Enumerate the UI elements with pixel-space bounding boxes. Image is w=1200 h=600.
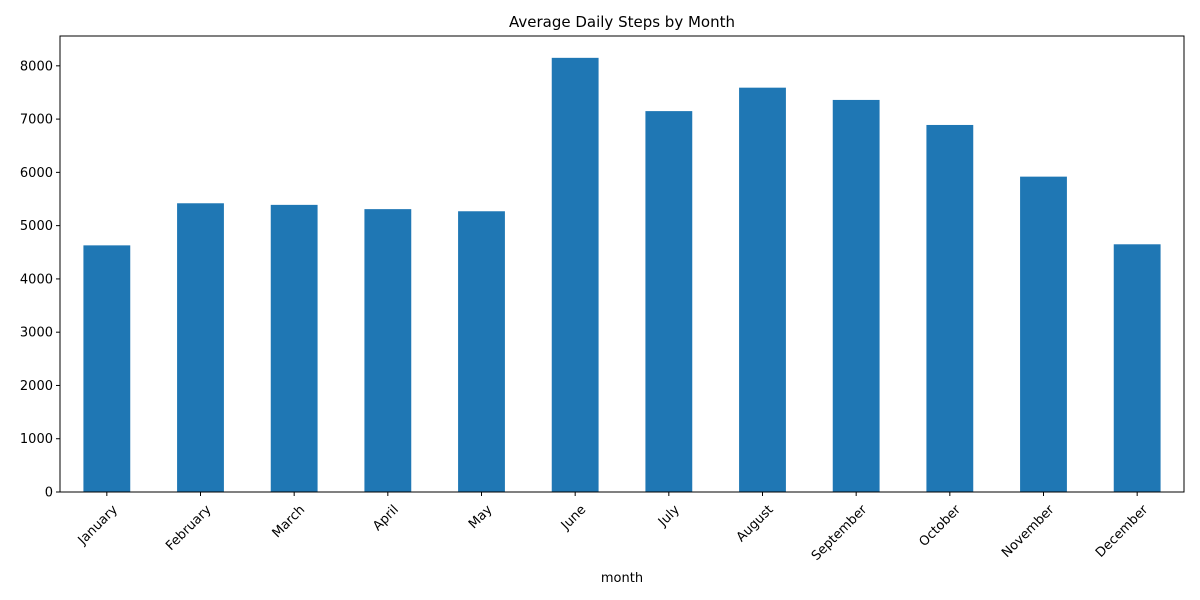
bar-april xyxy=(364,209,412,492)
bar-january xyxy=(83,245,131,492)
bar-february xyxy=(177,203,224,492)
x-tick-label-march: March xyxy=(270,502,309,541)
x-tick-label-january: January xyxy=(75,502,121,548)
y-tick-label: 0 xyxy=(45,486,53,501)
bar-july xyxy=(645,111,693,493)
bar-march xyxy=(270,204,318,492)
x-tick-label-july: July xyxy=(655,502,683,530)
x-tick-label-may: May xyxy=(466,502,496,532)
y-tick-label: 3000 xyxy=(20,326,53,341)
bar-september xyxy=(832,99,880,493)
bar-october xyxy=(926,124,974,493)
bar-november xyxy=(1020,176,1067,492)
x-tick-label-february: February xyxy=(163,502,215,554)
x-tick-label-april: April xyxy=(370,502,402,534)
bar-june xyxy=(551,57,599,493)
x-tick-label-june: June xyxy=(558,502,589,533)
x-tick-label-october: October xyxy=(916,502,964,550)
bars-group xyxy=(83,57,1161,493)
y-tick-label: 8000 xyxy=(20,59,53,74)
bar-december xyxy=(1113,244,1161,492)
y-tick-label: 4000 xyxy=(20,272,53,287)
bar-may xyxy=(458,211,505,492)
chart-title: Average Daily Steps by Month xyxy=(509,13,735,31)
x-tick-label-august: August xyxy=(734,502,777,545)
x-tick-label-november: November xyxy=(999,502,1058,561)
bar-august xyxy=(739,87,786,493)
x-axis: January February March April May June July Augu… xyxy=(75,492,1152,564)
y-tick-label: 5000 xyxy=(20,219,53,234)
y-tick-label: 2000 xyxy=(20,379,53,394)
x-tick-label-december: December xyxy=(1093,502,1152,561)
x-tick-label-september: September xyxy=(809,502,871,564)
plot-frame xyxy=(59,35,1185,493)
y-tick-label: 6000 xyxy=(20,166,53,181)
y-tick-label: 7000 xyxy=(20,113,53,128)
x-axis-title: month xyxy=(601,571,643,586)
y-tick-label: 1000 xyxy=(20,432,53,447)
y-axis: 0 1000 2000 3000 4000 5000 6000 7000 8000 xyxy=(20,59,60,501)
